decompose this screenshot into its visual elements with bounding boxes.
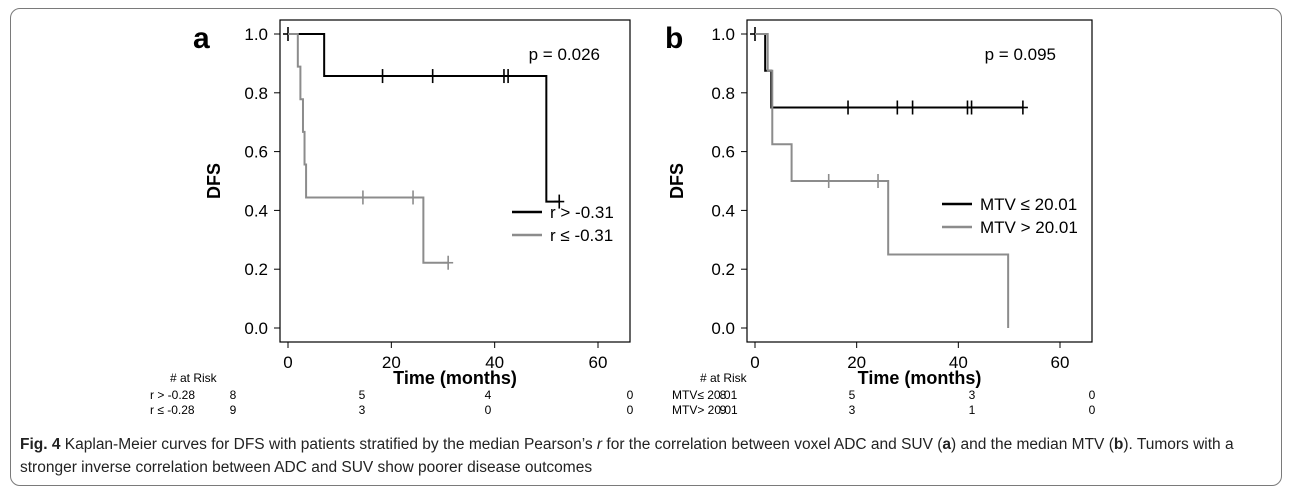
panel-label: a (193, 22, 210, 55)
y-axis-title: DFS (204, 163, 224, 199)
panel-label: b (665, 22, 683, 55)
risk-count: 0 (627, 403, 634, 417)
y-tick-label: 0.8 (711, 84, 735, 103)
risk-row-label: r ≤ -0.28 (150, 403, 195, 417)
x-axis-title: Time (months) (393, 368, 517, 388)
y-axis-title: DFS (667, 163, 687, 199)
y-tick-label: 0.2 (244, 260, 268, 279)
caption-part: a (942, 436, 952, 453)
x-tick-label: 60 (1051, 353, 1070, 372)
x-tick-label: 0 (750, 353, 759, 372)
y-tick-label: 0.8 (244, 84, 268, 103)
plot-area-border (746, 19, 1093, 343)
x-tick-label: 0 (283, 353, 292, 372)
risk-count: 8 (230, 388, 237, 402)
y-tick-label: 1.0 (711, 25, 735, 44)
legend-label: r > -0.31 (550, 203, 614, 222)
risk-count: 0 (1089, 403, 1096, 417)
risk-count: 0 (485, 403, 492, 417)
x-tick-label: 40 (949, 353, 968, 372)
caption-body: Kaplan-Meier curves for DFS with patient… (20, 436, 1234, 476)
risk-row-label: r > -0.28 (150, 388, 195, 402)
risk-row-label: MTV≤ 20.01 (672, 388, 738, 402)
x-tick-label: 20 (847, 353, 866, 372)
caption-part: b (1113, 436, 1124, 453)
caption-label: Fig. 4 (20, 436, 61, 453)
legend-label: MTV > 20.01 (980, 218, 1078, 237)
km-curve-low (288, 33, 449, 264)
risk-table-header: # at Risk (700, 371, 748, 385)
y-tick-label: 0.4 (244, 201, 268, 220)
y-tick-label: 0.6 (244, 143, 268, 162)
risk-count: 4 (485, 388, 492, 402)
risk-table-header: # at Risk (170, 371, 218, 385)
y-tick-label: 0.2 (711, 260, 735, 279)
x-tick-label: 20 (382, 353, 401, 372)
x-tick-label: 60 (589, 353, 608, 372)
y-tick-label: 0.0 (711, 319, 735, 338)
legend-label: r ≤ -0.31 (550, 226, 613, 245)
risk-count: 9 (720, 403, 727, 417)
risk-count: 8 (720, 388, 727, 402)
risk-count: 9 (230, 403, 237, 417)
y-tick-label: 1.0 (244, 25, 268, 44)
risk-count: 0 (1089, 388, 1096, 402)
risk-count: 3 (849, 403, 856, 417)
km-curve-low (755, 33, 1010, 328)
legend-label: MTV ≤ 20.01 (980, 195, 1077, 214)
plot-area-border (279, 19, 631, 343)
y-tick-label: 0.6 (711, 143, 735, 162)
caption-part: ) and the median MTV ( (951, 436, 1114, 453)
x-axis-title: Time (months) (858, 368, 982, 388)
km-curve-high (288, 33, 560, 203)
km-curve-high (755, 33, 1023, 109)
p-value-annotation: p = 0.095 (985, 45, 1056, 64)
risk-count: 3 (969, 388, 976, 402)
caption-part: ). Tumors with a stronger inverse correl… (20, 436, 1234, 476)
x-tick-label: 40 (485, 353, 504, 372)
y-tick-label: 0.0 (244, 319, 268, 338)
figure-frame (10, 8, 1282, 486)
risk-row-label: MTV> 20.01 (672, 403, 738, 417)
risk-count: 5 (359, 388, 366, 402)
risk-count: 0 (627, 388, 634, 402)
y-tick-label: 0.4 (711, 201, 735, 220)
risk-count: 3 (359, 403, 366, 417)
risk-count: 1 (969, 403, 976, 417)
caption-part: for the correlation between voxel ADC an… (602, 436, 943, 453)
p-value-annotation: p = 0.026 (529, 45, 600, 64)
caption-part: Kaplan-Meier curves for DFS with patient… (60, 436, 597, 453)
caption-part: r (596, 436, 603, 453)
risk-count: 5 (849, 388, 856, 402)
figure-caption: Fig. 4 Kaplan-Meier curves for DFS with … (20, 433, 1275, 479)
